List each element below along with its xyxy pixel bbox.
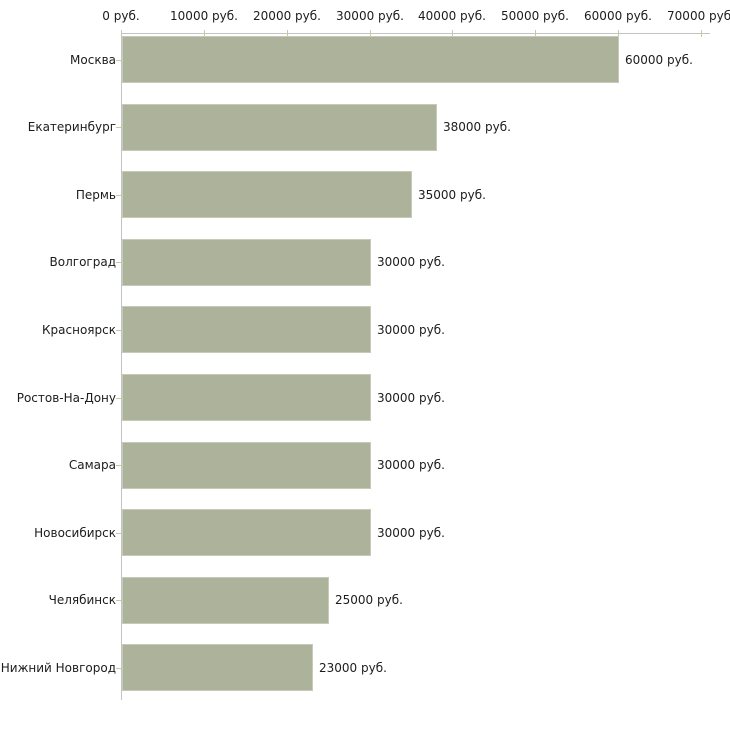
x-axis-tick-label: 20000 руб. <box>253 9 321 23</box>
value-label: 25000 руб. <box>335 593 403 607</box>
bar-9 <box>122 644 313 691</box>
x-axis-tick-mark <box>204 30 205 37</box>
category-label: Красноярск <box>42 323 116 337</box>
x-axis-tick-mark <box>618 30 619 37</box>
y-axis-tick-mark <box>116 127 121 128</box>
bar-4 <box>122 306 371 353</box>
category-label: Нижний Новгород <box>0 661 116 675</box>
bar-8 <box>122 577 329 624</box>
y-axis-tick-mark <box>116 465 121 466</box>
value-label: 30000 руб. <box>377 458 445 472</box>
x-axis-tick-mark <box>701 30 702 37</box>
y-axis-tick-mark <box>116 262 121 263</box>
y-axis-tick-mark <box>116 398 121 399</box>
x-axis-line <box>121 33 710 34</box>
bar-7 <box>122 509 371 556</box>
value-label: 30000 руб. <box>377 391 445 405</box>
x-axis-tick-label: 10000 руб. <box>170 9 238 23</box>
bar-5 <box>122 374 371 421</box>
y-axis-tick-mark <box>116 60 121 61</box>
y-axis-tick-mark <box>116 195 121 196</box>
x-axis-tick-label: 0 руб. <box>102 9 140 23</box>
x-axis-tick-mark <box>370 30 371 37</box>
y-axis-tick-mark <box>116 600 121 601</box>
value-label: 23000 руб. <box>319 661 387 675</box>
x-axis-tick-label: 50000 руб. <box>501 9 569 23</box>
category-label: Пермь <box>75 188 116 202</box>
x-axis-tick-label: 60000 руб. <box>584 9 652 23</box>
category-label: Челябинск <box>48 593 116 607</box>
x-axis-tick-mark <box>287 30 288 37</box>
y-axis-tick-mark <box>116 533 121 534</box>
category-label: Москва <box>70 53 116 67</box>
x-axis-tick-label: 40000 руб. <box>418 9 486 23</box>
bar-1 <box>122 104 437 151</box>
value-label: 30000 руб. <box>377 323 445 337</box>
bar-0 <box>122 36 619 83</box>
bar-6 <box>122 442 371 489</box>
category-label: Самара <box>68 458 116 472</box>
bar-2 <box>122 171 412 218</box>
category-label: Ростов-На-Дону <box>16 391 116 405</box>
value-label: 35000 руб. <box>418 188 486 202</box>
category-label: Волгоград <box>49 255 116 269</box>
value-label: 60000 руб. <box>625 53 693 67</box>
y-axis-tick-mark <box>116 330 121 331</box>
bar-3 <box>122 239 371 286</box>
x-axis-tick-mark <box>121 30 122 37</box>
value-label: 38000 руб. <box>443 120 511 134</box>
category-label: Новосибирск <box>34 526 116 540</box>
x-axis-tick-label: 70000 руб. <box>667 9 730 23</box>
value-label: 30000 руб. <box>377 526 445 540</box>
y-axis-tick-mark <box>116 668 121 669</box>
x-axis-tick-mark <box>452 30 453 37</box>
category-label: Екатеринбург <box>27 120 116 134</box>
y-axis-line <box>121 33 122 700</box>
x-axis-tick-mark <box>535 30 536 37</box>
x-axis-tick-label: 30000 руб. <box>336 9 404 23</box>
value-label: 30000 руб. <box>377 255 445 269</box>
